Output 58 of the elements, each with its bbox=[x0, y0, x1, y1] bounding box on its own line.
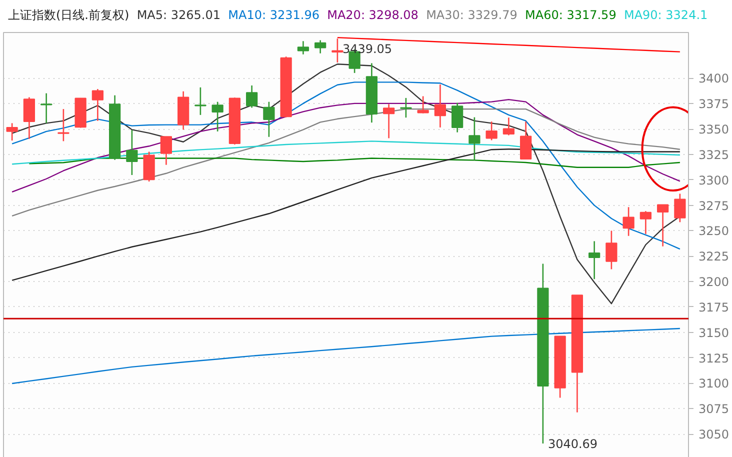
candlestick bbox=[6, 122, 18, 142]
candlestick bbox=[400, 97, 412, 118]
candlestick bbox=[126, 129, 138, 176]
candlestick bbox=[606, 230, 618, 270]
candlestick bbox=[383, 104, 395, 139]
annotation: 3439.05 bbox=[342, 42, 392, 56]
y-tick-label: 3125 bbox=[698, 351, 730, 366]
line-series bbox=[11, 328, 681, 384]
candlestick bbox=[417, 96, 429, 114]
y-tick-label: 3275 bbox=[698, 198, 730, 213]
annotation: 3040.69 bbox=[548, 436, 598, 451]
candlestick bbox=[502, 116, 514, 136]
candlestick bbox=[434, 84, 446, 128]
candlestick bbox=[212, 101, 224, 132]
y-tick-label: 3250 bbox=[698, 224, 730, 238]
y-tick-label: 3050 bbox=[698, 428, 730, 442]
y-tick-label: 3075 bbox=[698, 402, 730, 416]
text: MA90: 3324.1 bbox=[624, 8, 708, 22]
y-tick-label: 3150 bbox=[698, 326, 730, 340]
text: MA60: 3317.59 bbox=[525, 8, 616, 22]
text: MA20: 3298.08 bbox=[327, 8, 418, 22]
y-tick-label: 3200 bbox=[698, 275, 730, 290]
y-tick-label: 3325 bbox=[698, 148, 730, 162]
candlestick bbox=[674, 193, 686, 223]
line-series bbox=[336, 36, 681, 52]
y-tick-label: 3225 bbox=[698, 250, 730, 264]
candlestick bbox=[194, 86, 206, 116]
candlestick bbox=[263, 101, 275, 138]
line-series bbox=[11, 108, 681, 217]
candlestick bbox=[246, 84, 258, 108]
line-series bbox=[11, 82, 681, 250]
y-tick-label: 3375 bbox=[698, 97, 730, 112]
y-tick-label: 3400 bbox=[698, 72, 730, 86]
candlestick bbox=[332, 38, 344, 64]
candlestick bbox=[160, 136, 172, 166]
candlestick bbox=[452, 102, 464, 133]
line-series bbox=[11, 98, 681, 193]
candlestick bbox=[486, 120, 498, 141]
candlestick bbox=[92, 88, 104, 122]
candlestick bbox=[520, 120, 532, 160]
candlestick bbox=[468, 116, 480, 161]
y-tick-label: 3300 bbox=[698, 173, 730, 188]
candlestick bbox=[58, 108, 70, 142]
text: MA10: 3231.96 bbox=[228, 8, 320, 22]
y-tick-label: 3350 bbox=[698, 122, 730, 137]
chart-title: 上证指数(日线.前复权) bbox=[8, 8, 130, 22]
candlestick bbox=[314, 40, 326, 54]
y-tick-label: 3100 bbox=[698, 376, 730, 391]
candlestick bbox=[297, 40, 309, 56]
candlestick bbox=[640, 210, 652, 235]
candlestick bbox=[588, 240, 600, 280]
candlestick bbox=[622, 206, 634, 237]
y-tick-label: 3175 bbox=[698, 300, 730, 314]
candlestick bbox=[40, 92, 52, 124]
text: MA5: 3265.01 bbox=[136, 8, 221, 22]
candlestick bbox=[23, 96, 35, 140]
candlestick bbox=[657, 204, 669, 248]
text: MA30: 3329.79 bbox=[426, 8, 518, 22]
